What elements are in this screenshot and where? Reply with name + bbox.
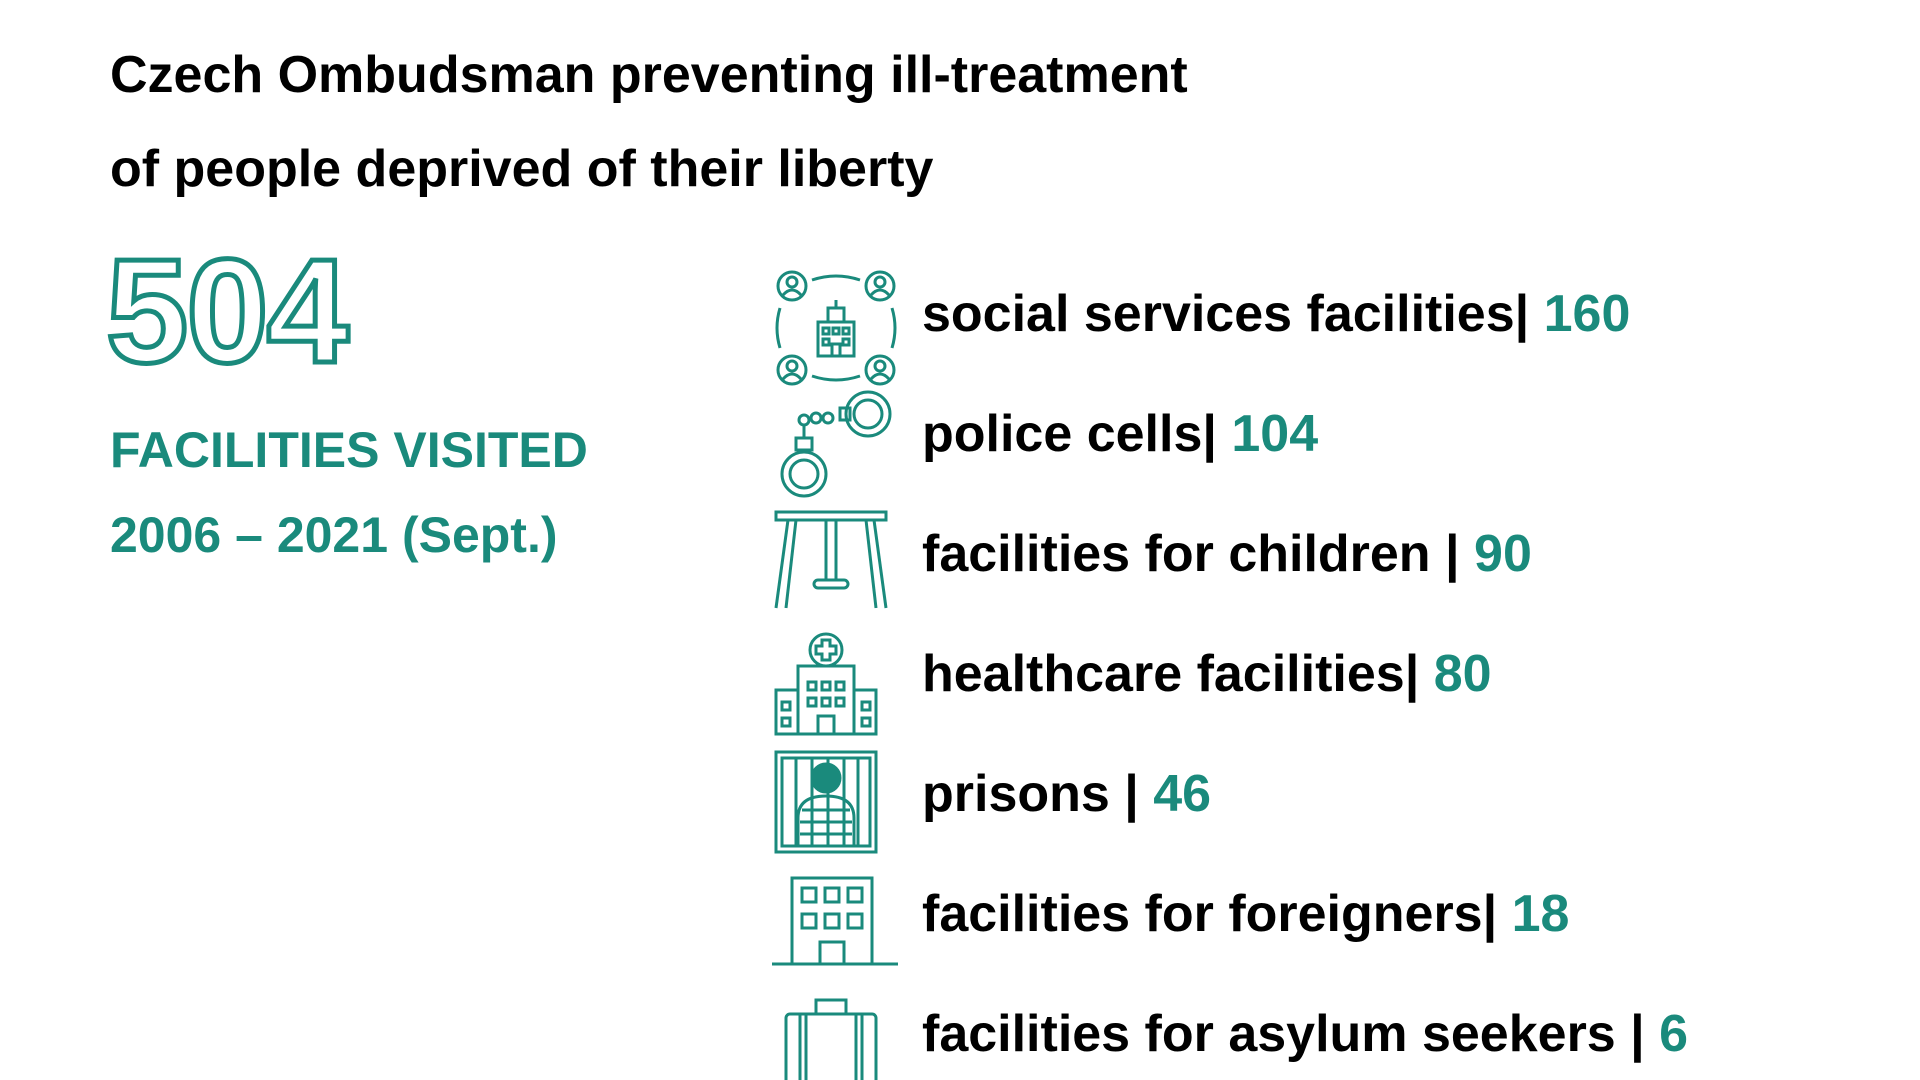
separator: | xyxy=(1124,765,1154,823)
facility-label: facilities for children xyxy=(922,525,1446,583)
handcuffs-icon xyxy=(770,388,902,508)
total-facilities-number: 504 xyxy=(104,229,352,394)
prisoner-icon xyxy=(770,748,902,868)
suitcase-icon xyxy=(770,988,902,1080)
facility-label: social services facilities xyxy=(922,285,1515,343)
facility-count: 80 xyxy=(1433,645,1492,703)
facility-text: healthcare facilities| 80 xyxy=(922,642,1492,706)
period-label: 2006 – 2021 (Sept.) xyxy=(110,507,558,563)
swing-icon xyxy=(770,508,902,628)
facility-count: 160 xyxy=(1543,285,1631,343)
facility-item-children: facilities for children | 90 xyxy=(770,508,1890,628)
separator: | xyxy=(1514,285,1544,343)
facility-count: 6 xyxy=(1659,1005,1689,1063)
title-line-2: of people deprived of their liberty xyxy=(110,140,934,198)
facility-count: 46 xyxy=(1153,765,1212,823)
facility-text: social services facilities| 160 xyxy=(922,282,1630,346)
facility-count: 90 xyxy=(1474,525,1532,583)
separator: | xyxy=(1404,645,1434,703)
facility-text: police cells| 104 xyxy=(922,402,1318,466)
facility-text: facilities for children | 90 xyxy=(922,522,1532,586)
separator: | xyxy=(1445,525,1475,583)
separator: | xyxy=(1482,885,1512,943)
facility-item-healthcare: healthcare facilities| 80 xyxy=(770,628,1890,748)
page-title: Czech Ombudsman preventing ill-treatment… xyxy=(110,28,1410,216)
separator: | xyxy=(1202,405,1232,463)
hospital-icon xyxy=(770,628,902,748)
facility-item-social-services: social services facilities| 160 xyxy=(770,268,1890,388)
facility-label: facilities for asylum seekers xyxy=(922,1005,1631,1063)
facility-text: facilities for foreigners| 18 xyxy=(922,882,1569,946)
facility-count: 18 xyxy=(1511,885,1570,943)
facility-label: prisons xyxy=(922,765,1125,823)
title-line-1: Czech Ombudsman preventing ill-treatment xyxy=(110,46,1188,104)
facility-label: police cells xyxy=(922,405,1203,463)
facility-text: facilities for asylum seekers | 6 xyxy=(922,1002,1688,1066)
facility-item-police-cells: police cells| 104 xyxy=(770,388,1890,508)
facility-label: healthcare facilities xyxy=(922,645,1405,703)
separator: | xyxy=(1630,1005,1660,1063)
social-services-icon xyxy=(770,268,902,388)
facility-item-asylum-seekers: facilities for asylum seekers | 6 xyxy=(770,988,1890,1080)
building-icon xyxy=(770,868,902,988)
facility-count: 104 xyxy=(1231,405,1319,463)
facilities-visited-label: FACILITIES VISITED xyxy=(110,422,588,478)
facility-text: prisons | 46 xyxy=(922,762,1211,826)
facility-item-prisons: prisons | 46 xyxy=(770,748,1890,868)
facility-item-foreigners: facilities for foreigners| 18 xyxy=(770,868,1890,988)
facility-label: facilities for foreigners xyxy=(922,885,1483,943)
